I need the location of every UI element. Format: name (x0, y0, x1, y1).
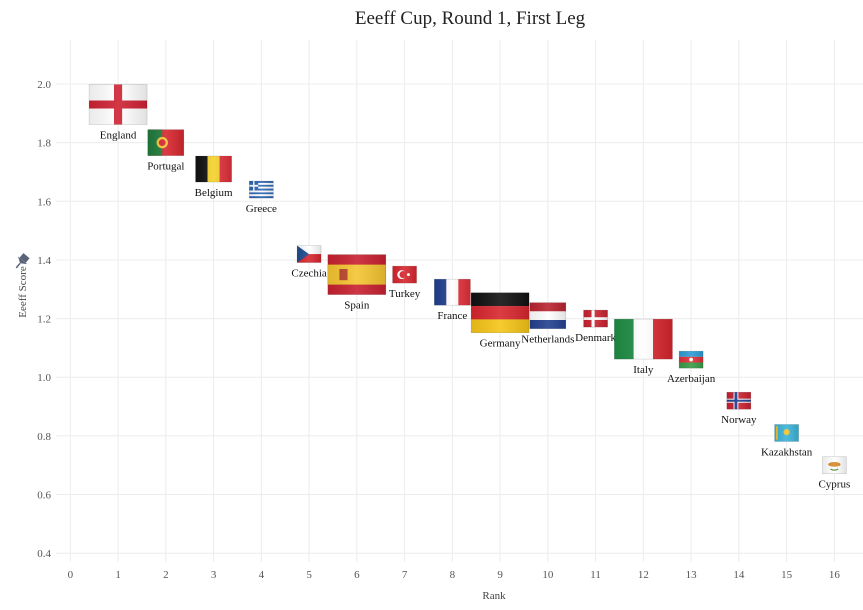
france-flag-icon (434, 278, 471, 306)
data-point-norway[interactable]: Norway (721, 391, 757, 426)
point-label: Belgium (195, 187, 233, 199)
portugal-flag-icon (147, 129, 185, 156)
germany-flag-icon (470, 292, 530, 334)
axis-ticks: 0 1 2 3 4 5 6 7 8 9 10 11 12 13 14 15 160.40.60.81.01.21… (37, 79, 840, 581)
point-label: Norway (721, 414, 757, 426)
italy-flag-icon (614, 318, 673, 360)
y-tick-label: 2.0 (37, 79, 51, 91)
x-tick-label: 7 (402, 569, 408, 581)
point-label: Spain (344, 300, 370, 312)
data-points: England Portugal Belgium Greece Czechia Spain… (88, 84, 850, 491)
y-tick-label: 1.8 (37, 138, 51, 150)
x-tick-label: 13 (686, 569, 698, 581)
data-point-azerbaijan[interactable]: Azerbaijan (667, 350, 716, 385)
x-tick-label: 9 (497, 569, 503, 581)
point-label: Cyprus (818, 479, 850, 491)
belgium-flag-icon (195, 155, 232, 183)
x-tick-label: 6 (354, 569, 360, 581)
y-tick-label: 1.4 (37, 255, 51, 267)
point-label: Kazakhstan (761, 446, 813, 458)
x-tick-label: 15 (781, 569, 793, 581)
x-tick-label: 5 (306, 569, 312, 581)
norway-flag-icon (726, 391, 752, 410)
x-tick-label: 2 (163, 569, 169, 581)
x-tick-label: 8 (450, 569, 456, 581)
data-point-netherlands[interactable]: Netherlands (521, 302, 574, 346)
point-label: Denmark (575, 332, 616, 344)
x-tick-label: 14 (733, 569, 745, 581)
data-point-italy[interactable]: Italy (614, 318, 673, 376)
y-axis-label: Eeeff Score (17, 266, 29, 318)
point-label: Italy (633, 364, 654, 376)
x-tick-label: 0 (68, 569, 74, 581)
data-point-germany[interactable]: Germany (470, 292, 530, 350)
point-label: France (437, 310, 467, 322)
point-label: Azerbaijan (667, 373, 716, 385)
data-point-turkey[interactable]: Turkey (389, 265, 421, 300)
y-tick-label: 0.6 (37, 490, 51, 502)
kazakhstan-flag-icon (774, 424, 799, 442)
data-point-kazakhstan[interactable]: Kazakhstan (761, 424, 813, 458)
data-point-portugal[interactable]: Portugal (147, 129, 185, 173)
greece-flag-icon (249, 180, 274, 199)
x-tick-label: 11 (590, 569, 601, 581)
y-tick-label: 1.0 (37, 372, 51, 384)
x-tick-label: 10 (542, 569, 554, 581)
cyprus-flag-icon (822, 456, 847, 475)
x-tick-label: 4 (259, 569, 265, 581)
x-tick-label: 12 (638, 569, 649, 581)
x-tick-label: 16 (829, 569, 841, 581)
point-label: England (100, 130, 137, 142)
x-axis-label: Rank (482, 590, 506, 602)
england-flag-icon (88, 84, 148, 125)
data-point-czechia[interactable]: Czechia (291, 245, 327, 280)
y-tick-label: 1.2 (37, 314, 51, 326)
y-tick-label: 0.8 (37, 431, 51, 443)
czechia-flag-icon (296, 245, 322, 263)
grid-lines (56, 40, 863, 562)
pin-icon[interactable] (12, 252, 31, 272)
y-tick-label: 1.6 (37, 196, 51, 208)
chart-title: Eeeff Cup, Round 1, First Leg (355, 8, 586, 29)
point-label: Turkey (389, 288, 421, 300)
netherlands-flag-icon (529, 302, 567, 329)
data-point-denmark[interactable]: Denmark (575, 309, 617, 344)
point-label: Germany (480, 338, 521, 350)
point-label: Greece (246, 203, 277, 215)
data-point-france[interactable]: France (434, 278, 471, 322)
data-point-spain[interactable]: Spain (327, 254, 387, 312)
data-point-belgium[interactable]: Belgium (195, 155, 233, 199)
y-tick-label: 0.4 (37, 548, 51, 560)
data-point-greece[interactable]: Greece (246, 180, 277, 215)
data-point-england[interactable]: England (88, 84, 148, 142)
x-tick-label: 1 (115, 569, 121, 581)
point-label: Netherlands (521, 334, 574, 346)
turkey-flag-icon (392, 265, 417, 284)
spain-flag-icon (327, 254, 387, 295)
data-point-cyprus[interactable]: Cyprus (818, 456, 850, 491)
azerbaijan-flag-icon (678, 350, 704, 369)
denmark-flag-icon (583, 309, 608, 328)
x-tick-label: 3 (211, 569, 217, 581)
point-label: Czechia (291, 268, 327, 280)
point-label: Portugal (147, 161, 184, 173)
